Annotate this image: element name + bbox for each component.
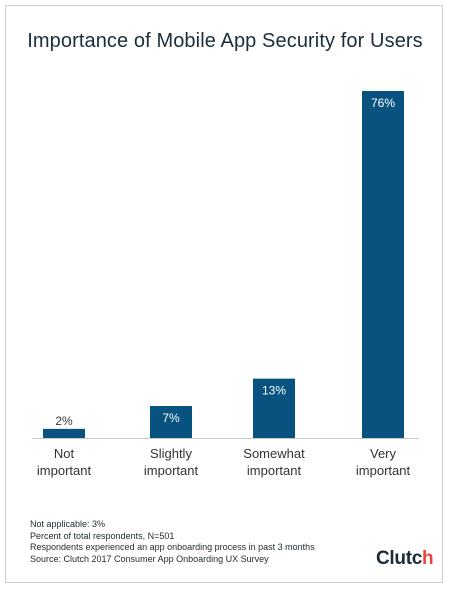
bar-4 [362, 91, 404, 438]
footnote-onboarding: Respondents experienced an app onboardin… [30, 542, 315, 552]
bar-value-label: 2% [55, 414, 73, 428]
bar-value-label: 76% [371, 96, 395, 110]
bar-3 [253, 378, 295, 438]
footnote-not-applicable: Not applicable: 3% [30, 519, 106, 529]
bar-1 [43, 428, 85, 438]
category-label: important [247, 463, 302, 478]
logo-text: Clutc [376, 548, 423, 569]
bar-2 [150, 406, 192, 438]
footnote-respondents: Percent of total respondents, N=501 [30, 530, 175, 541]
category-label: important [144, 463, 199, 478]
clutch-logo: Clutch [376, 548, 434, 570]
logo-accent: h [422, 548, 434, 569]
footnotes: Not applicable: 3% Percent of total resp… [30, 519, 315, 565]
bar-value-label: 13% [262, 384, 286, 398]
chart-title: Importance of Mobile App Security for Us… [27, 30, 423, 52]
footnote-source: Source: Clutch 2017 Consumer App Onboard… [30, 553, 269, 564]
bar-value-label: 7% [162, 411, 180, 425]
category-label: Slightly [150, 446, 192, 461]
category-label: important [356, 463, 411, 478]
category-label: Not [54, 446, 75, 461]
category-label: important [37, 463, 92, 478]
category-label: Somewhat [243, 446, 305, 461]
category-label: Very [370, 446, 397, 461]
